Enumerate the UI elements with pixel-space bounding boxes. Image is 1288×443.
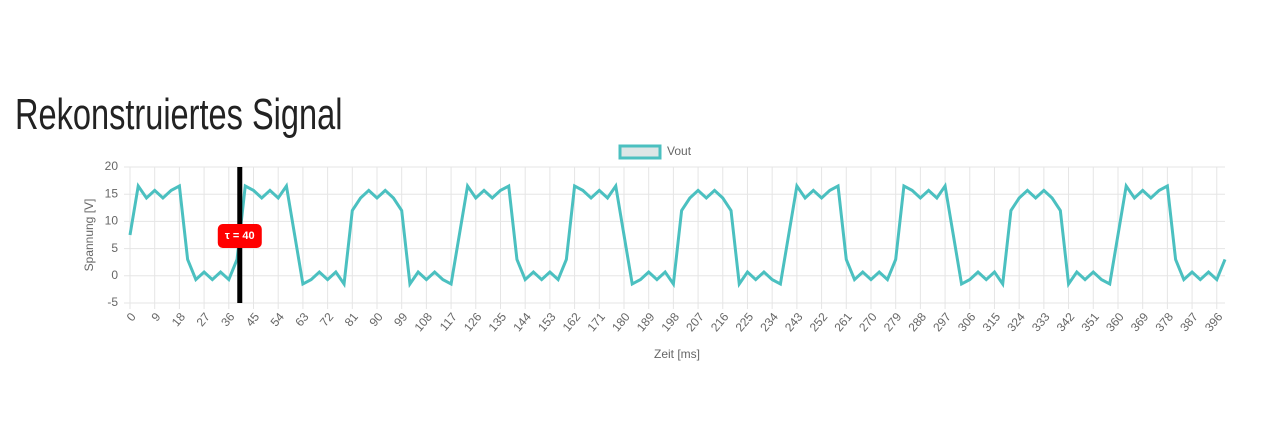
chart-title: Rekonstruiertes Signal [15,90,342,139]
x-tick-label: 198 [659,310,683,335]
x-tick-label: 18 [169,310,189,329]
x-tick-label: 117 [437,310,460,334]
x-tick-label: 162 [560,310,584,335]
x-tick-label: 306 [955,310,979,335]
y-tick-label: 10 [105,214,119,228]
x-tick-label: 243 [782,310,806,335]
x-tick-label: 81 [342,310,362,329]
x-tick-label: 261 [831,310,855,335]
x-tick-label: 252 [807,310,831,335]
y-tick-label: 5 [111,241,118,255]
x-tick-label: 234 [757,310,781,335]
x-tick-label: 351 [1078,310,1102,335]
x-tick-label: 270 [856,310,880,335]
annotation-box [217,224,262,248]
y-tick-label: 0 [111,268,118,282]
x-tick-label: 135 [486,310,510,335]
x-tick-label: 99 [391,310,411,329]
x-tick-label: 153 [535,310,559,335]
x-tick-label: 45 [243,310,263,329]
x-tick-label: 387 [1177,310,1201,335]
y-tick-label: 15 [105,186,119,200]
x-tick-label: 63 [292,310,312,329]
x-tick-label: 378 [1152,310,1176,335]
x-tick-label: 342 [1054,310,1078,335]
x-tick-label: 369 [1128,310,1152,335]
y-tick-label: 20 [105,159,119,173]
x-tick-label: 54 [268,310,288,329]
series-line [128,182,1227,289]
y-axis-title: Spannung [V] [82,199,96,272]
x-tick-label: 324 [1004,310,1028,335]
x-tick-label: 126 [461,310,485,335]
x-tick-label: 333 [1029,310,1053,335]
x-tick-label: 279 [881,310,905,335]
x-axis-title: Zeit [ms] [654,347,700,361]
x-tick-label: 27 [194,310,214,329]
legend-label: Vout [667,144,692,158]
x-tick-label: 189 [634,310,658,335]
x-tick-label: 207 [683,310,707,335]
x-tick-label: 225 [733,310,757,335]
x-tick-label: 36 [218,310,238,329]
x-tick-label: 216 [708,310,732,335]
y-tick-label: -5 [107,295,118,309]
x-tick-label: 396 [1202,310,1226,335]
legend-swatch [618,144,662,160]
x-tick-label: 315 [980,310,1004,335]
x-tick-label: 90 [366,310,386,329]
x-tick-label: 9 [148,310,163,324]
x-tick-label: 108 [412,310,436,335]
x-tick-label: 171 [584,310,608,335]
x-tick-label: 288 [906,310,930,335]
annotation-label: τ = 40 [225,230,255,242]
x-tick-label: 297 [930,310,954,335]
x-tick-label: 0 [124,310,139,324]
x-tick-label: 180 [609,310,633,335]
x-tick-label: 360 [1103,310,1127,335]
x-tick-label: 72 [317,310,337,329]
x-tick-label: 144 [510,310,534,335]
